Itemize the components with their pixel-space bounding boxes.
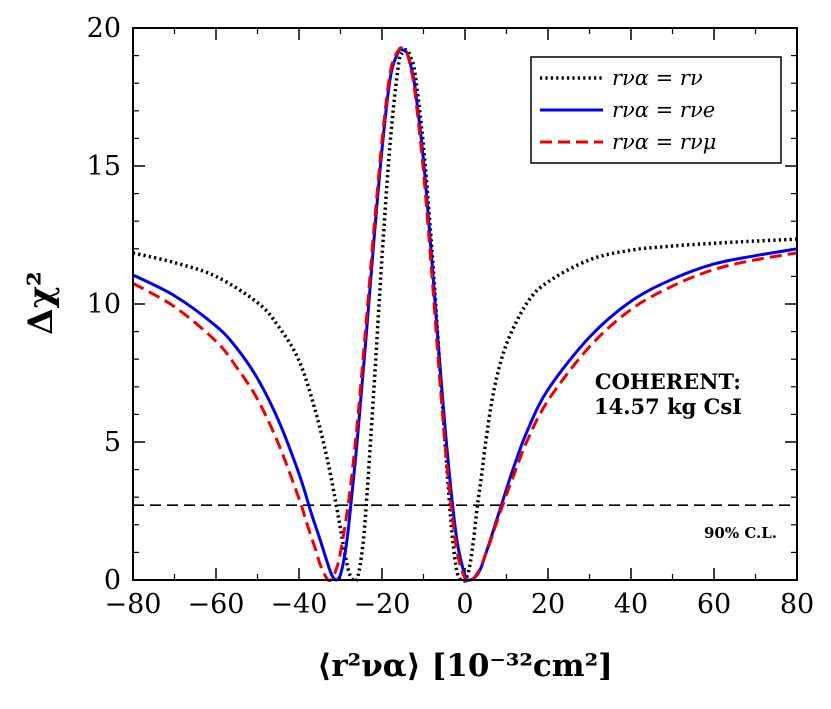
x-tick-label: −60 <box>188 589 245 620</box>
legend-label-series-1: rνα = rν <box>612 66 703 90</box>
x-tick-label: −20 <box>354 589 411 620</box>
annotation-line-1: COHERENT: <box>595 369 741 394</box>
y-axis-title: Δχ² <box>21 271 61 335</box>
y-tick-label: 10 <box>87 289 121 320</box>
legend-label-series-2: rνα = rνe <box>612 98 715 122</box>
reference-line-layer: 90% C.L. <box>133 504 797 542</box>
series-layer <box>132 46 798 584</box>
y-tick-label: 15 <box>87 151 121 182</box>
legend-label-series-3: rνα = rνμ <box>612 130 716 154</box>
x-tick-label: 20 <box>531 589 565 620</box>
y-tick-label: 0 <box>104 565 121 596</box>
x-tick-label: 80 <box>780 589 814 620</box>
x-tick-label: 0 <box>456 589 473 620</box>
legend: rνα = rν rνα = rνe rνα = rνμ <box>530 56 782 164</box>
x-tick-label: −40 <box>271 589 328 620</box>
series-line-3 <box>132 46 798 583</box>
x-tick-label: 60 <box>697 589 731 620</box>
x-axis-title: ⟨r²να⟩ [10⁻³²cm²] <box>317 648 613 684</box>
reference-line-label: 90% C.L. <box>704 524 777 542</box>
annotation: COHERENT: 14.57 kg CsI <box>594 369 742 419</box>
plot-frame <box>132 27 798 581</box>
ticks-layer: −80 −60 −40 −20 0 20 40 60 80 0 5 10 15 20 <box>87 13 815 620</box>
x-tick-label: −80 <box>105 589 162 620</box>
y-tick-label: 20 <box>87 13 121 44</box>
y-tick-label: 5 <box>104 427 121 458</box>
annotation-line-2: 14.57 kg CsI <box>594 394 742 419</box>
x-tick-label: 40 <box>614 589 648 620</box>
series-line-1 <box>132 48 798 584</box>
